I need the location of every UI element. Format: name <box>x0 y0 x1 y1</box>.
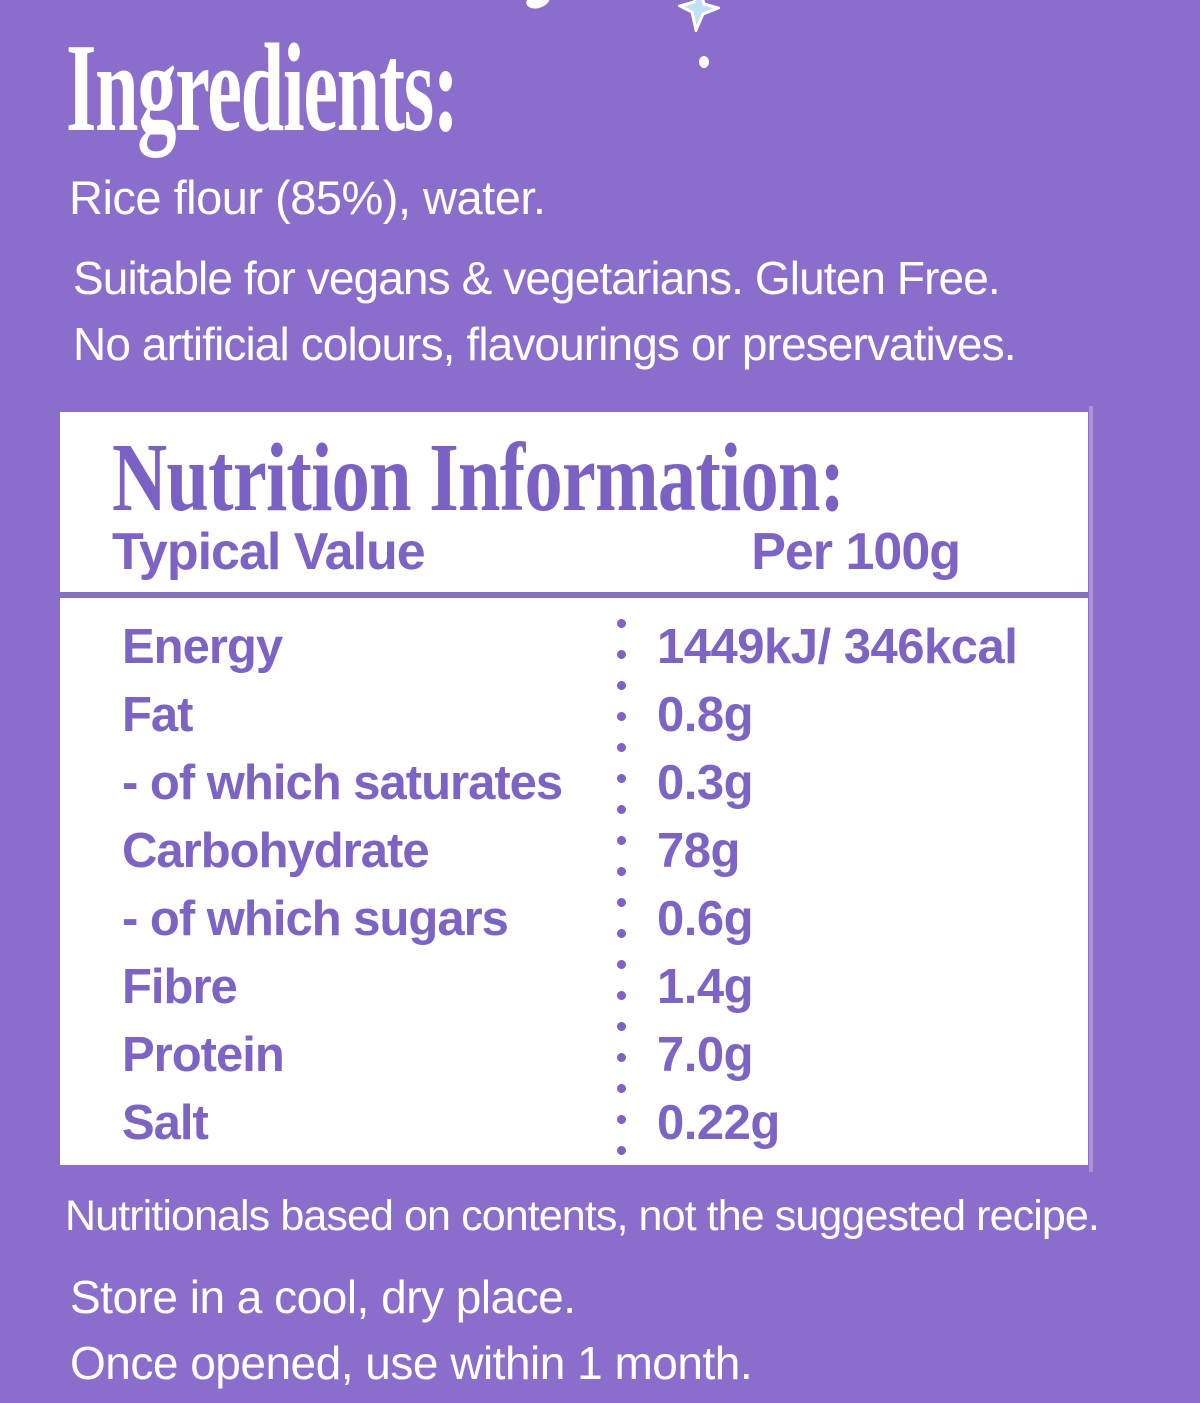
nutrient-label: Salt <box>122 1096 209 1150</box>
nutrition-table: Energy 1449kJ/ 346kcal Fat 0.8g - of whi… <box>60 613 1088 1157</box>
nutrient-value: 7.0g <box>657 1028 754 1082</box>
nutrient-value: 78g <box>657 824 740 878</box>
storage-instruction-line: Once opened, use within 1 month. <box>70 1337 753 1389</box>
table-row: - of which saturates 0.3g <box>60 749 1088 817</box>
cropped-sparkle-icon <box>678 0 720 32</box>
nutrient-label: Energy <box>122 620 283 674</box>
table-row: Carbohydrate 78g <box>60 817 1088 885</box>
nutrition-column-headers: Typical Value Per 100g <box>112 523 961 581</box>
ingredients-heading: Ingredients: <box>66 19 459 158</box>
dietary-note-line: Suitable for vegans & vegetarians. Glute… <box>73 252 1001 304</box>
table-row: Salt 0.22g <box>60 1089 1088 1157</box>
package-crease-highlight <box>1089 406 1093 1172</box>
cropped-white-fragment <box>524 0 552 12</box>
nutrition-information-box: Nutrition Information: Typical Value Per… <box>60 412 1088 1165</box>
storage-instruction-line: Store in a cool, dry place. <box>70 1271 576 1323</box>
nutrient-value: 1.4g <box>657 960 754 1014</box>
nutrient-value: 0.8g <box>657 688 754 742</box>
cropped-dot-fragment <box>699 56 709 68</box>
dietary-note-line: No artificial colours, flavourings or pr… <box>73 318 1016 370</box>
nutritionals-footnote: Nutritionals based on contents, not the … <box>65 1192 1100 1240</box>
nutrient-value: 0.3g <box>657 756 754 810</box>
nutrient-value: 1449kJ/ 346kcal <box>657 620 1018 674</box>
nutrition-title: Nutrition Information: <box>112 424 845 532</box>
dotted-column-divider <box>617 608 626 1159</box>
column-header-typical-value: Typical Value <box>112 523 426 581</box>
ingredients-list: Rice flour (85%), water. <box>69 171 546 224</box>
nutrient-label: - of which saturates <box>122 756 563 810</box>
dietary-notes: Suitable for vegans & vegetarians. Glute… <box>73 245 1016 377</box>
nutrient-label: Fat <box>122 688 194 742</box>
header-divider-line <box>60 592 1088 598</box>
column-header-per-100g: Per 100g <box>751 523 961 581</box>
table-row: Energy 1449kJ/ 346kcal <box>60 613 1088 681</box>
table-row: Fibre 1.4g <box>60 953 1088 1021</box>
table-row: - of which sugars 0.6g <box>60 885 1088 953</box>
nutrient-label: - of which sugars <box>122 892 509 946</box>
table-row: Protein 7.0g <box>60 1021 1088 1089</box>
nutrient-value: 0.6g <box>657 892 754 946</box>
table-row: Fat 0.8g <box>60 681 1088 749</box>
nutrient-label: Carbohydrate <box>122 824 430 878</box>
nutrient-value: 0.22g <box>657 1096 780 1150</box>
nutrient-label: Protein <box>122 1028 285 1082</box>
nutrient-label: Fibre <box>122 960 238 1014</box>
